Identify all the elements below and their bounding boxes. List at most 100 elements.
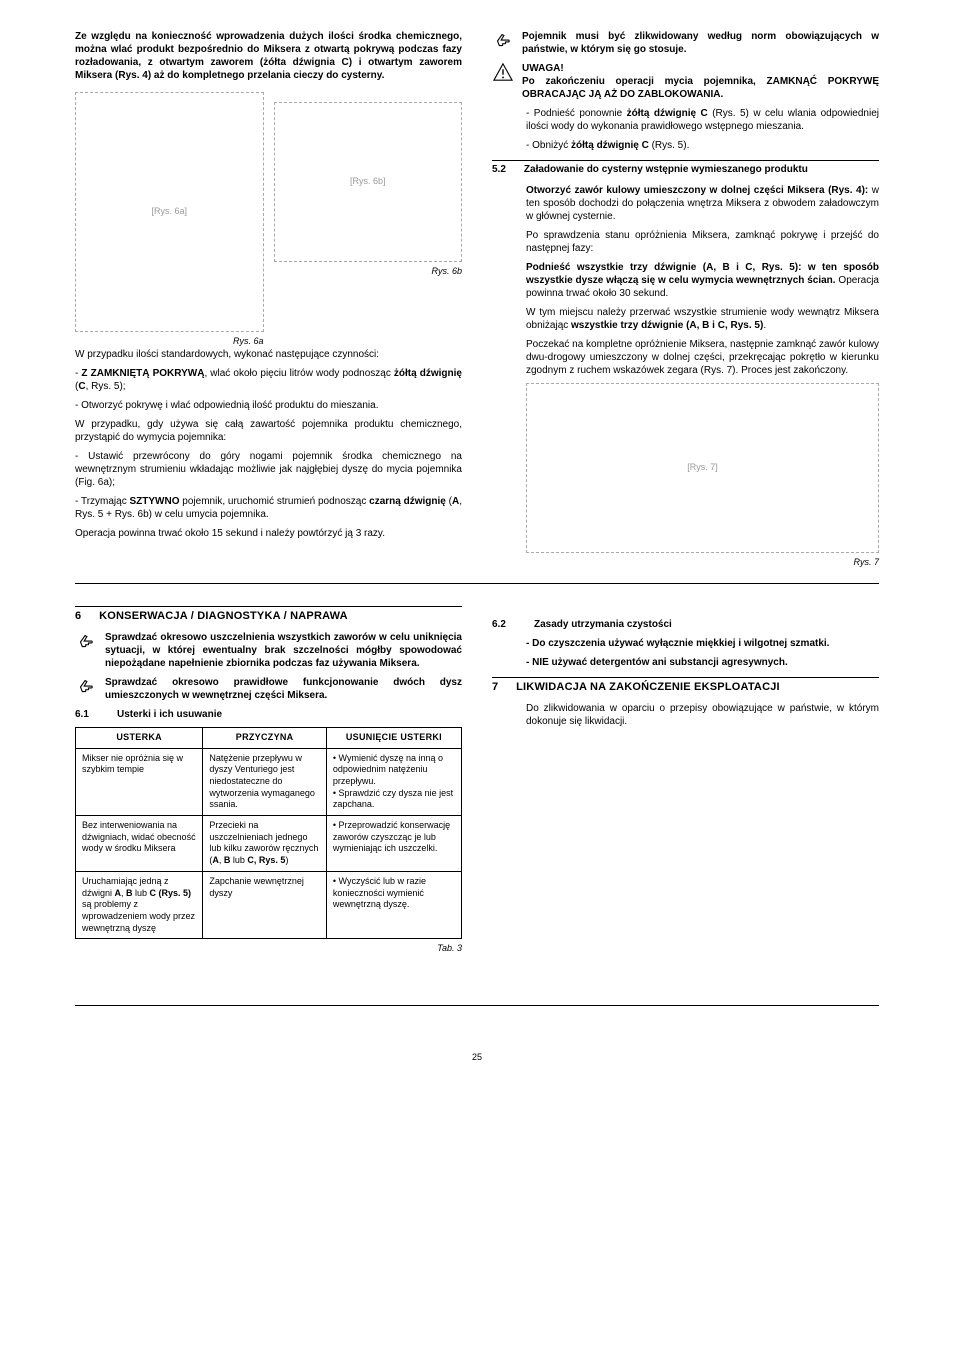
- p-hold-firm: - Trzymając SZTYWNO pojemnik, uruchomić …: [75, 495, 462, 521]
- t: SZTYWNO: [130, 496, 180, 507]
- figure-7: [Rys. 7]: [526, 383, 879, 553]
- s7-title: LIKWIDACJA NA ZAKOŃCZENIE EKSPLOATACJI: [516, 680, 780, 694]
- t: Otworzyć zawór kulowy umieszczony w doln…: [526, 185, 868, 196]
- disposal-text: Do zlikwidowania w oparciu o przepisy ob…: [526, 702, 879, 728]
- cell: Przecieki na uszczelnieniach jednego lub…: [203, 816, 327, 872]
- intro-bold: Ze względu na konieczność wprowadzenia d…: [75, 30, 462, 82]
- subsection-6-2: 6.2 Zasady utrzymania czystości: [492, 618, 879, 631]
- t: lub: [230, 855, 247, 865]
- s61-num: 6.1: [75, 708, 99, 721]
- hand-text-2: Sprawdzać okresowo prawidłowe funkcjonow…: [105, 676, 462, 702]
- tab3-caption: Tab. 3: [75, 943, 462, 955]
- p-lower-yellow: - Obniżyć żółtą dźwignię C (Rys. 5).: [526, 139, 879, 152]
- hand-note-nozzles: Sprawdzać okresowo prawidłowe funkcjonow…: [75, 676, 462, 702]
- hand-text-1: Sprawdzać okresowo uszczelnienia wszystk…: [105, 631, 462, 670]
- t: żółtą dźwignię C: [627, 108, 708, 119]
- th-cause: PRZYCZYNA: [203, 727, 327, 748]
- t: , Rys. 5);: [86, 381, 126, 392]
- p-raise-yellow: - Podnieść ponownie żółtą dźwignię C (Ry…: [526, 107, 879, 133]
- p-duration: Operacja powinna trwać około 15 sekund i…: [75, 527, 462, 540]
- t: wszystkie trzy dźwignie (A, B i C, Rys. …: [571, 320, 763, 331]
- warn-body: Po zakończeniu operacji mycia pojemnika,…: [522, 76, 879, 100]
- t: • Wymienić dyszę na inną o odpowiednim n…: [333, 753, 453, 810]
- cell: • Wymienić dyszę na inną o odpowiednim n…: [326, 748, 461, 815]
- cleaning-2: - NIE używać detergentów ani substancji …: [526, 656, 879, 669]
- warn-text-block: UWAGA! Po zakończeniu operacji mycia poj…: [522, 62, 879, 101]
- top-columns: Ze względu na konieczność wprowadzenia d…: [75, 30, 879, 569]
- t: Z ZAMKNIĘTĄ POKRYWĄ: [81, 368, 204, 379]
- t: żółtą dźwignię C: [571, 140, 649, 151]
- left-column-top: Ze względu na konieczność wprowadzenia d…: [75, 30, 462, 569]
- th-remedy: USUNIĘCIE USTERKI: [326, 727, 461, 748]
- t: - Trzymając: [75, 496, 130, 507]
- s62-title: Zasady utrzymania czystości: [534, 618, 672, 631]
- p-full-container: W przypadku, gdy używa się całą zawartoś…: [75, 418, 462, 444]
- right-column-bottom: 6.2 Zasady utrzymania czystości - Do czy…: [492, 598, 879, 955]
- p-open-ball: Otworzyć zawór kulowy umieszczony w doln…: [526, 184, 879, 223]
- cleaning-1: - Do czyszczenia używać wyłącznie miękki…: [526, 637, 879, 650]
- t: , wlać około pięciu litrów wody podnoszą…: [204, 368, 393, 379]
- left-column-bottom: 6 KONSERWACJA / DIAGNOSTYKA / NAPRAWA Sp…: [75, 598, 462, 955]
- s6-num: 6: [75, 609, 81, 623]
- t: (Rys. 5).: [649, 140, 690, 151]
- warn-title: UWAGA!: [522, 63, 564, 74]
- footer-line: [75, 1005, 879, 1006]
- t: - Obniżyć: [526, 140, 571, 151]
- figure-6b: [Rys. 6b]: [274, 102, 463, 262]
- t: żółtą dźwignię: [394, 368, 462, 379]
- p-wait-empty: Poczekać na kompletne opróżnienie Mikser…: [526, 338, 879, 377]
- p-invert: - Ustawić przewrócony do góry nogami poj…: [75, 450, 462, 489]
- t: pojemnik, uruchomić strumień podnosząc: [180, 496, 370, 507]
- hand-text: Pojemnik musi być zlikwidowany według no…: [522, 30, 879, 56]
- s7-num: 7: [492, 680, 498, 694]
- s52-num: 5.2: [492, 163, 506, 176]
- table-row: Uruchamiając jedną z dźwigni A, B lub C …: [76, 871, 462, 938]
- fig7-caption: Rys. 7: [492, 557, 879, 569]
- p-stop-streams: W tym miejscu należy przerwać wszystkie …: [526, 306, 879, 332]
- s62-body: - Do czyszczenia używać wyłącznie miękki…: [526, 637, 879, 669]
- warning-note: UWAGA! Po zakończeniu operacji mycia poj…: [492, 62, 879, 101]
- hand-note-dispose: Pojemnik musi być zlikwidowany według no…: [492, 30, 879, 56]
- p-raise-all: Podnieść wszystkie trzy dźwignie (A, B i…: [526, 261, 879, 300]
- right-column-top: Pojemnik musi być zlikwidowany według no…: [492, 30, 879, 569]
- cell: Bez interweniowania na dźwigniach, widać…: [76, 816, 203, 872]
- section-6: 6 KONSERWACJA / DIAGNOSTYKA / NAPRAWA: [75, 606, 462, 623]
- cell: Zapchanie wewnętrznej dyszy: [203, 871, 327, 938]
- fig6a-caption: Rys. 6a: [75, 336, 264, 348]
- page-number: 25: [75, 1052, 879, 1064]
- t: C (Rys. 5): [150, 888, 192, 898]
- t: C: [78, 381, 85, 392]
- t: C, Rys. 5: [247, 855, 285, 865]
- hand-note-seals: Sprawdzać okresowo uszczelnienia wszystk…: [75, 631, 462, 670]
- figure-row-6: [Rys. 6a] Rys. 6a [Rys. 6b] Rys. 6b: [75, 88, 462, 348]
- s52-body: Otworzyć zawór kulowy umieszczony w doln…: [526, 184, 879, 377]
- hand-icon: [492, 30, 514, 56]
- t: są problemy z wprowadzeniem wody przez w…: [82, 899, 195, 932]
- subsection-6-1: 6.1 Usterki i ich usuwanie: [75, 708, 462, 721]
- t: czarną dźwignię: [369, 496, 446, 507]
- hand-icon: [75, 676, 97, 702]
- table-header-row: USTERKA PRZYCZYNA USUNIĘCIE USTERKI: [76, 727, 462, 748]
- p-check-empty: Po sprawdzenia stanu opróżnienia Miksera…: [526, 229, 879, 255]
- table-row: Bez interweniowania na dźwigniach, widać…: [76, 816, 462, 872]
- t: .: [763, 320, 766, 331]
- subsection-5-2: 5.2 Załadowanie do cysterny wstępnie wym…: [492, 160, 879, 176]
- cell: • Przeprowadzić konserwację zaworów czys…: [326, 816, 461, 872]
- s62-num: 6.2: [492, 618, 516, 631]
- hand-icon: [75, 631, 97, 657]
- cell: • Wyczyścić lub w razie konieczności wym…: [326, 871, 461, 938]
- t: lub: [133, 888, 150, 898]
- p-standard: W przypadku ilości standardowych, wykona…: [75, 348, 462, 361]
- th-fault: USTERKA: [76, 727, 203, 748]
- p-open-lid: - Otworzyć pokrywę i wlać odpowiednią il…: [75, 399, 462, 412]
- faults-table: USTERKA PRZYCZYNA USUNIĘCIE USTERKI Miks…: [75, 727, 462, 939]
- t: - Podnieść ponownie: [526, 108, 627, 119]
- cell: Mikser nie opróżnia się w szybkim tempie: [76, 748, 203, 815]
- p-closed-lid: - Z ZAMKNIĘTĄ POKRYWĄ, wlać około pięciu…: [75, 367, 462, 393]
- s6-title: KONSERWACJA / DIAGNOSTYKA / NAPRAWA: [99, 609, 348, 623]
- s61-title: Usterki i ich usuwanie: [117, 708, 222, 721]
- section-7: 7 LIKWIDACJA NA ZAKOŃCZENIE EKSPLOATACJI: [492, 677, 879, 694]
- warning-icon: [492, 62, 514, 86]
- table-row: Mikser nie opróżnia się w szybkim tempie…: [76, 748, 462, 815]
- cell: Uruchamiając jedną z dźwigni A, B lub C …: [76, 871, 203, 938]
